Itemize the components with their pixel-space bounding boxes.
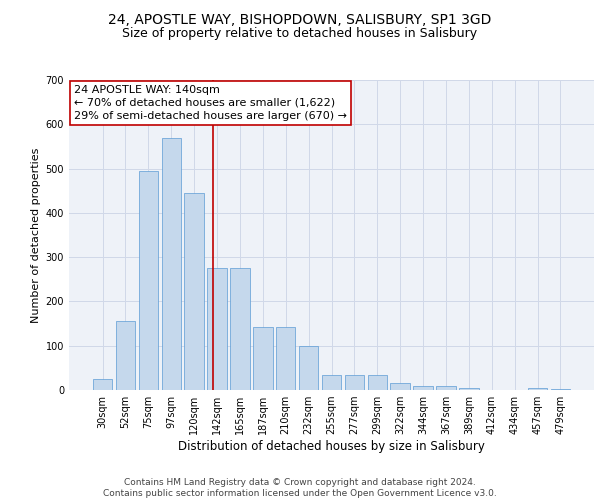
Bar (93, 379, 112, 390)
Bar (528, 388, 547, 390)
Bar (253, 326, 272, 390)
Bar (322, 374, 341, 390)
Text: 24, APOSTLE WAY, BISHOPDOWN, SALISBURY, SP1 3GD: 24, APOSTLE WAY, BISHOPDOWN, SALISBURY, … (109, 12, 491, 26)
Bar (276, 326, 295, 390)
Bar (184, 193, 204, 390)
Bar (230, 268, 250, 390)
Text: Size of property relative to detached houses in Salisbury: Size of property relative to detached ho… (122, 28, 478, 40)
Bar (161, 138, 181, 390)
Text: 24 APOSTLE WAY: 140sqm
← 70% of detached houses are smaller (1,622)
29% of semi-: 24 APOSTLE WAY: 140sqm ← 70% of detached… (74, 84, 347, 121)
Text: Contains HM Land Registry data © Crown copyright and database right 2024.
Contai: Contains HM Land Registry data © Crown c… (103, 478, 497, 498)
Bar (116, 322, 135, 390)
Y-axis label: Number of detached properties: Number of detached properties (31, 148, 41, 322)
Bar (368, 374, 387, 390)
Bar (299, 346, 319, 390)
Bar (551, 388, 570, 390)
Bar (208, 268, 227, 390)
Bar (391, 384, 410, 390)
Bar (436, 386, 455, 390)
Bar (413, 386, 433, 390)
X-axis label: Distribution of detached houses by size in Salisbury: Distribution of detached houses by size … (178, 440, 485, 453)
Bar (459, 388, 479, 390)
Bar (139, 171, 158, 390)
Bar (344, 374, 364, 390)
